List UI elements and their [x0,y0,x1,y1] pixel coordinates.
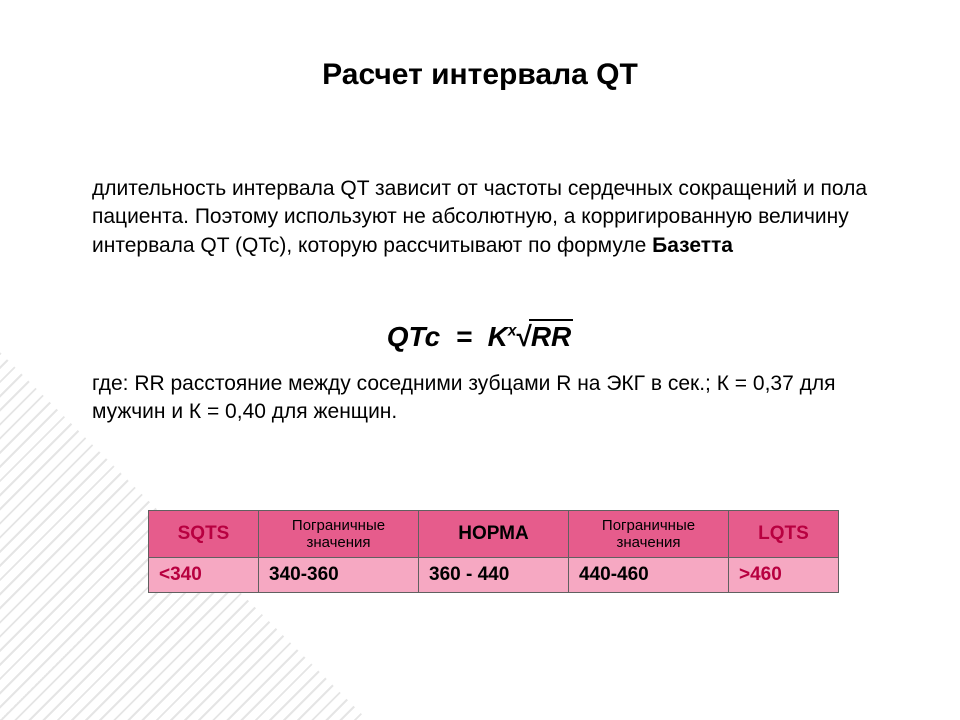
paragraph-2: где: RR расстояние между соседними зубца… [92,370,882,427]
formula-qtc: QTc = Kx√RR [0,318,960,353]
hdr-border2: Пограничные значения [569,511,729,558]
hdr-border1: Пограничные значения [259,511,419,558]
val-norma: 360 - 440 [419,558,569,593]
paragraph-1-bold: Базетта [652,234,733,257]
hdr-sqts: SQTS [149,511,259,558]
formula-equals: = [456,321,472,352]
val-border2: 440-460 [569,558,729,593]
formula-k: K [488,321,508,352]
paragraph-1: длительность интервала QT зависит от час… [92,175,882,260]
slide-title: Расчет интервала QT [0,58,960,92]
formula-radicand: RR [529,319,573,353]
table-value-row: <340 340-360 360 - 440 440-460 >460 [149,558,839,593]
table-header-row: SQTS Пограничные значения НОРМА Погранич… [149,511,839,558]
val-border1: 340-360 [259,558,419,593]
hdr-lqts: LQTS [729,511,839,558]
paragraph-1-text: длительность интервала QT зависит от час… [92,177,867,257]
qt-range-table: SQTS Пограничные значения НОРМА Погранич… [148,510,839,593]
hdr-norma: НОРМА [419,511,569,558]
formula-lhs: QTc [387,321,440,352]
val-lqts: >460 [729,558,839,593]
val-sqts: <340 [149,558,259,593]
